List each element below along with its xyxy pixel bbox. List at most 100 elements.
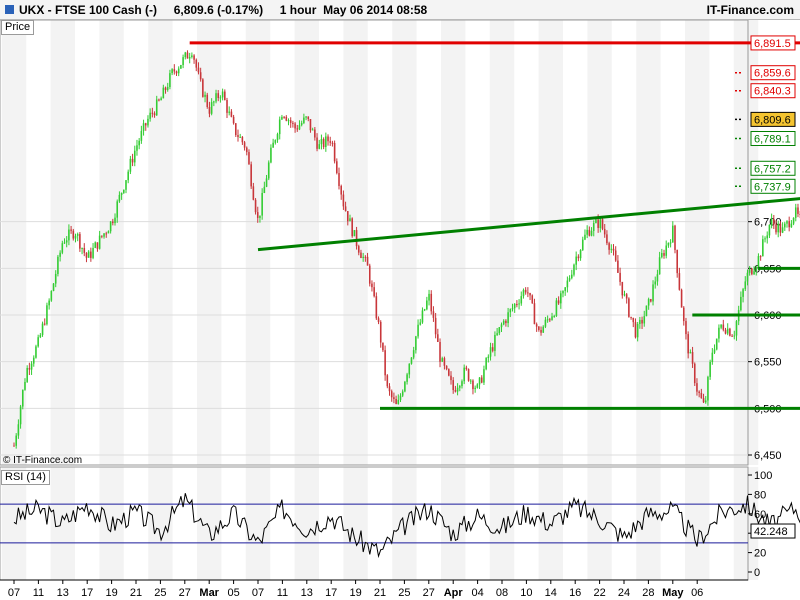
candle-body <box>579 249 582 259</box>
candle-body <box>432 311 435 318</box>
quote-value: 6,809.6 (-0.17%) <box>173 3 264 17</box>
candle-body <box>788 221 790 228</box>
candle-body <box>364 256 367 258</box>
candle-body <box>623 294 626 296</box>
x-tick-label: 05 <box>227 587 239 599</box>
level-tag-label: 6,809.6 <box>754 114 791 126</box>
candle-body <box>735 321 738 336</box>
x-tick-label: 07 <box>252 587 264 599</box>
candle-body <box>575 256 577 265</box>
candle-body <box>768 224 771 236</box>
candle-body <box>74 235 77 239</box>
candle-body <box>570 274 573 279</box>
candle-body <box>237 135 239 138</box>
candle-body <box>232 116 235 124</box>
candle-body <box>401 391 404 396</box>
candle-body <box>353 230 356 237</box>
x-tick-label: 14 <box>545 587 557 599</box>
candle-body <box>384 350 386 376</box>
candle-body <box>494 334 496 351</box>
candle-body <box>779 223 782 233</box>
candle-body <box>792 217 795 224</box>
candle-body <box>652 284 654 302</box>
candle-body <box>397 399 400 405</box>
candle-body <box>259 215 261 218</box>
x-tick-label: 04 <box>471 587 483 599</box>
candle-body <box>487 356 490 359</box>
candle-body <box>63 242 66 244</box>
candle-body <box>230 111 233 117</box>
x-tick-label: 11 <box>33 587 44 599</box>
candle-body <box>28 367 31 370</box>
candle-body <box>393 397 395 399</box>
candle-body <box>248 152 250 165</box>
candle-body <box>283 116 285 118</box>
candle-body <box>221 91 224 98</box>
candle-body <box>458 386 461 388</box>
candle-body <box>43 323 46 325</box>
candle-body <box>149 112 151 119</box>
candle-body <box>193 55 195 60</box>
price-day-band <box>538 20 563 465</box>
x-tick-label: 21 <box>374 587 386 599</box>
rsi-value-label: 42.248 <box>754 526 788 538</box>
candle-body <box>513 304 516 309</box>
x-tick-label: 08 <box>496 587 508 599</box>
candle-body <box>619 272 621 282</box>
rsi-day-band <box>343 467 368 580</box>
candle-body <box>498 327 501 334</box>
candle-body <box>608 243 610 250</box>
candle-body <box>116 201 119 218</box>
candle-body <box>584 234 586 240</box>
level-tag-box <box>750 160 796 176</box>
candle-body <box>592 223 595 231</box>
candle-body <box>757 256 760 268</box>
candle-body <box>434 317 437 335</box>
candle-body <box>538 326 540 330</box>
candle-body <box>665 245 668 256</box>
rsi-day-band <box>294 467 319 580</box>
candle-body <box>549 319 551 321</box>
candle-body <box>483 369 485 383</box>
candle-body <box>368 265 371 284</box>
candle-body <box>309 119 312 131</box>
x-tick-label: 06 <box>691 587 703 599</box>
level-tag-box <box>750 178 796 194</box>
rsi-day-band <box>1 467 27 580</box>
rsi-day-band <box>245 467 271 580</box>
candle-body <box>448 369 450 376</box>
price-day-band <box>441 20 466 465</box>
candle-body <box>245 147 248 153</box>
datetime-label: May 06 2014 08:58 <box>323 3 428 17</box>
candle-body <box>581 239 584 250</box>
candle-body <box>239 136 241 138</box>
candle-body <box>502 320 505 325</box>
candle-body <box>162 87 165 99</box>
candle-body <box>37 337 39 347</box>
candle-body <box>641 319 643 324</box>
candle-body <box>478 377 481 385</box>
candle-body <box>344 206 347 212</box>
candle-body <box>311 129 314 131</box>
candle-body <box>50 290 53 301</box>
candle-body <box>463 367 465 382</box>
candle-body <box>15 435 17 446</box>
candle-body <box>362 256 364 258</box>
x-tick-label: Mar <box>199 587 219 599</box>
candle-body <box>755 267 758 272</box>
candle-body <box>338 173 340 186</box>
candle-body <box>469 380 472 382</box>
candle-body <box>127 171 129 181</box>
candle-body <box>794 207 797 218</box>
candle-body <box>564 287 566 291</box>
x-tick-label: 21 <box>130 587 142 599</box>
level-tag-box <box>750 35 796 51</box>
price-ytick-label: 6,700 <box>754 217 782 229</box>
chart-title: UKX - FTSE 100 Cash (-) 6,809.6 (-0.17%)… <box>19 3 427 17</box>
level-tag-box <box>750 131 796 147</box>
candle-body <box>333 143 336 162</box>
candle-body <box>24 381 26 390</box>
candle-body <box>59 252 61 257</box>
candle-body <box>707 376 709 401</box>
level-tag-box <box>750 65 796 81</box>
